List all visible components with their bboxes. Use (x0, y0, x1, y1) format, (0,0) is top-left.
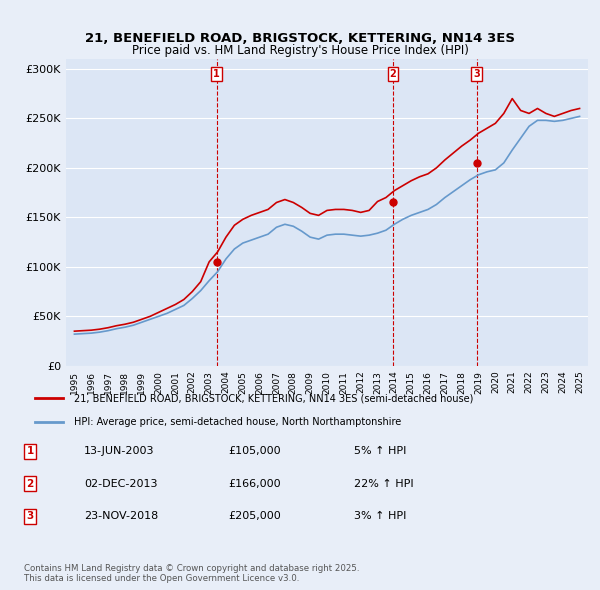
Text: £205,000: £205,000 (228, 512, 281, 521)
Text: 3: 3 (473, 70, 480, 79)
Text: 2: 2 (389, 70, 397, 79)
Text: 13-JUN-2003: 13-JUN-2003 (84, 447, 155, 456)
Text: HPI: Average price, semi-detached house, North Northamptonshire: HPI: Average price, semi-detached house,… (74, 417, 401, 427)
Text: 5% ↑ HPI: 5% ↑ HPI (354, 447, 406, 456)
Text: 3: 3 (26, 512, 34, 521)
Text: Contains HM Land Registry data © Crown copyright and database right 2025.
This d: Contains HM Land Registry data © Crown c… (24, 563, 359, 583)
Text: 1: 1 (213, 70, 220, 79)
Text: 21, BENEFIELD ROAD, BRIGSTOCK, KETTERING, NN14 3ES: 21, BENEFIELD ROAD, BRIGSTOCK, KETTERING… (85, 32, 515, 45)
Text: Price paid vs. HM Land Registry's House Price Index (HPI): Price paid vs. HM Land Registry's House … (131, 44, 469, 57)
Text: 21, BENEFIELD ROAD, BRIGSTOCK, KETTERING, NN14 3ES (semi-detached house): 21, BENEFIELD ROAD, BRIGSTOCK, KETTERING… (74, 394, 473, 404)
Text: 2: 2 (26, 479, 34, 489)
Text: 3% ↑ HPI: 3% ↑ HPI (354, 512, 406, 521)
Text: £105,000: £105,000 (228, 447, 281, 456)
Text: 23-NOV-2018: 23-NOV-2018 (84, 512, 158, 521)
Text: 22% ↑ HPI: 22% ↑ HPI (354, 479, 413, 489)
Text: £166,000: £166,000 (228, 479, 281, 489)
Text: 02-DEC-2013: 02-DEC-2013 (84, 479, 157, 489)
Text: 1: 1 (26, 447, 34, 456)
